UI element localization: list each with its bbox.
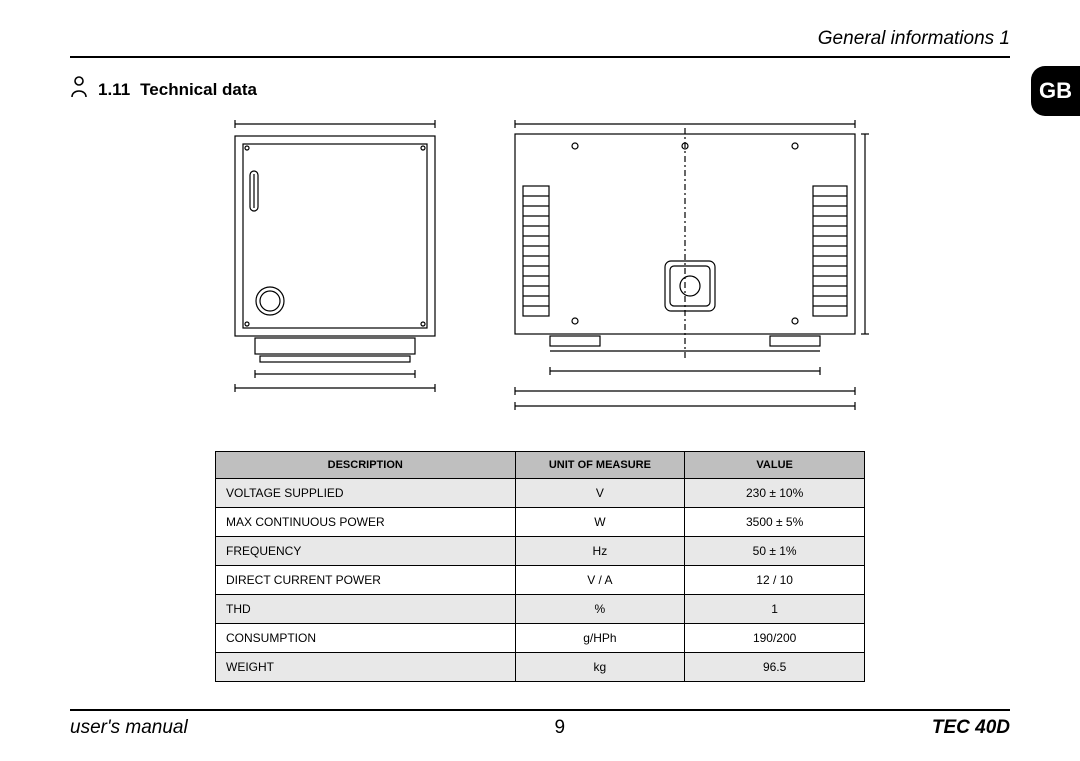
diagram-side-view (205, 116, 455, 421)
table-row: WEIGHTkg96.5 (216, 653, 865, 682)
spec-table: DESCRIPTION UNIT OF MEASURE VALUE VOLTAG… (215, 451, 865, 682)
cell-description: CONSUMPTION (216, 624, 516, 653)
header-rule (70, 56, 1010, 58)
cell-description: WEIGHT (216, 653, 516, 682)
footer-page-number: 9 (554, 717, 565, 739)
cell-unit: W (515, 508, 685, 537)
page-footer: user's manual 9 TEC 40D (70, 709, 1010, 739)
section-heading: 1.11 Technical data (70, 76, 1010, 104)
header-value: VALUE (685, 452, 865, 479)
page-header: General informations 1 (70, 28, 1010, 58)
technical-diagrams (70, 116, 1010, 421)
cell-value: 3500 ± 5% (685, 508, 865, 537)
cell-value: 190/200 (685, 624, 865, 653)
cell-description: DIRECT CURRENT POWER (216, 566, 516, 595)
table-row: FREQUENCYHz50 ± 1% (216, 537, 865, 566)
cell-value: 50 ± 1% (685, 537, 865, 566)
table-row: MAX CONTINUOUS POWERW3500 ± 5% (216, 508, 865, 537)
cell-unit: g/HPh (515, 624, 685, 653)
section-number: 1.11 (98, 80, 130, 100)
cell-description: MAX CONTINUOUS POWER (216, 508, 516, 537)
cell-description: FREQUENCY (216, 537, 516, 566)
section-title: Technical data (140, 80, 257, 100)
footer-model: TEC 40D (932, 717, 1010, 739)
table-row: THD%1 (216, 595, 865, 624)
footer-left: user's manual (70, 717, 188, 739)
diagram-front-view (495, 116, 875, 421)
cell-unit: % (515, 595, 685, 624)
header-title: General informations 1 (70, 28, 1010, 50)
cell-value: 1 (685, 595, 865, 624)
cell-value: 12 / 10 (685, 566, 865, 595)
cell-unit: Hz (515, 537, 685, 566)
language-tab: GB (1031, 66, 1080, 116)
table-header-row: DESCRIPTION UNIT OF MEASURE VALUE (216, 452, 865, 479)
cell-unit: V (515, 479, 685, 508)
table-row: CONSUMPTIONg/HPh190/200 (216, 624, 865, 653)
table-row: DIRECT CURRENT POWERV / A12 / 10 (216, 566, 865, 595)
cell-value: 230 ± 10% (685, 479, 865, 508)
cell-description: VOLTAGE SUPPLIED (216, 479, 516, 508)
cell-description: THD (216, 595, 516, 624)
cell-unit: V / A (515, 566, 685, 595)
person-icon (70, 76, 88, 104)
cell-value: 96.5 (685, 653, 865, 682)
footer-rule (70, 709, 1010, 711)
table-row: VOLTAGE SUPPLIEDV230 ± 10% (216, 479, 865, 508)
header-description: DESCRIPTION (216, 452, 516, 479)
cell-unit: kg (515, 653, 685, 682)
header-unit: UNIT OF MEASURE (515, 452, 685, 479)
